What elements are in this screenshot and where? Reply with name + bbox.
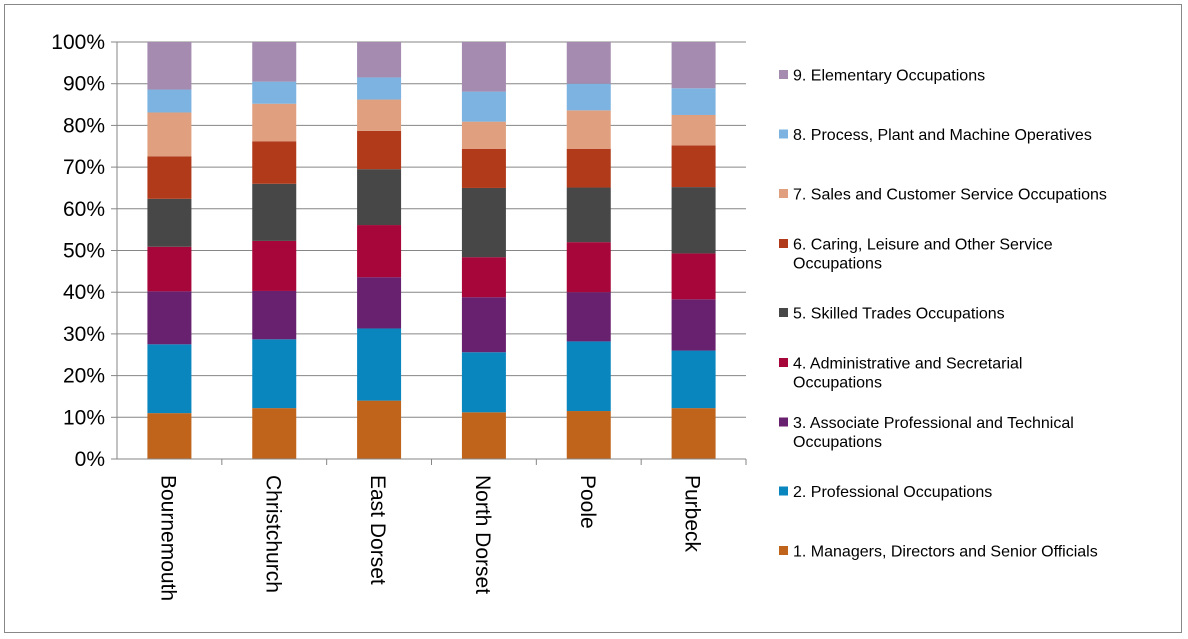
legend-label: 2. Professional Occupations [793, 484, 992, 501]
bar-segment [147, 112, 192, 157]
bar-segment [566, 292, 611, 342]
legend-swatch [779, 239, 788, 248]
x-category-label: Christchurch [261, 475, 284, 593]
bar-segment [461, 91, 506, 122]
legend-label: 9. Elementary Occupations [793, 68, 985, 85]
stacked-bar-chart: 0% 10% 20% 30% 40% 50% 60% 70% 80% 90% 100% Bournem… [51, 31, 1107, 601]
bar-segment [566, 83, 611, 111]
x-category-label: East Dorset [366, 475, 389, 585]
bar-segment [671, 145, 716, 188]
bar-segment [461, 187, 506, 258]
legend-label: 5. Skilled Trades Occupations [793, 306, 1005, 323]
bar-segment [671, 253, 716, 300]
y-tick-label: 30% [63, 323, 105, 346]
y-tick-label: 90% [63, 73, 105, 96]
bar-segment [252, 103, 297, 142]
legend: 9. Elementary Occupations 8. Process, Pla… [779, 68, 1107, 561]
bar-segment [671, 408, 716, 459]
bar-segment [357, 328, 402, 401]
y-tick-label: 20% [63, 365, 105, 388]
bar-segment [252, 141, 297, 184]
bar-segment [252, 42, 297, 82]
bar-segment [461, 352, 506, 413]
bar-segment [671, 114, 716, 146]
bar-segment [566, 110, 611, 149]
axes: 0% 10% 20% 30% 40% 50% 60% 70% 80% 90% 100% Bournem… [51, 31, 747, 601]
bar-segment [252, 408, 297, 459]
legend-swatch [779, 486, 788, 496]
x-category-label: North Dorset [471, 475, 494, 594]
bar-segment [357, 400, 402, 459]
bar-segment [252, 183, 297, 241]
y-tick-label: 60% [63, 198, 105, 221]
bar-segment [147, 89, 192, 113]
bar-segment [357, 99, 402, 131]
bar-segment [671, 299, 716, 351]
bar-segment [357, 225, 402, 278]
legend-swatch [779, 308, 788, 317]
bar-segment [357, 77, 402, 100]
gridlines [117, 41, 746, 418]
bar-segment [671, 187, 716, 254]
bar-segment [147, 198, 192, 247]
y-tick-label: 0% [75, 448, 105, 471]
legend-swatch [779, 129, 788, 139]
bar-segment [566, 148, 611, 188]
bar-segment [252, 339, 297, 409]
legend-label: 3. Associate Professional and Technical O… [793, 415, 1074, 451]
bar-segment [461, 297, 506, 353]
bar-segment [566, 411, 611, 459]
bars [147, 42, 716, 459]
bar-segment [357, 130, 402, 170]
bar-segment [147, 246, 192, 292]
legend-swatch [779, 189, 788, 198]
bar-segment [566, 341, 611, 412]
legend-label: 8. Process, Plant and Machine Operatives [793, 127, 1092, 144]
x-category-label: Purbeck [681, 475, 704, 553]
bar-segment [671, 42, 716, 89]
bar-segment [461, 412, 506, 459]
bar-segment [147, 413, 192, 459]
y-tick-label: 10% [63, 406, 105, 429]
legend-swatch [779, 70, 788, 79]
bar-segment [357, 42, 402, 78]
bar-segment [671, 88, 716, 115]
legend-label: 6. Caring, Leisure and Other Service Occu… [793, 237, 1053, 273]
y-tick-label: 50% [63, 240, 105, 263]
bar-segment [566, 42, 611, 84]
bar-segment [147, 156, 192, 199]
legend-label: 7. Sales and Customer Service Occupation… [793, 187, 1107, 204]
y-tick-label: 80% [63, 114, 105, 137]
bar-segment [566, 242, 611, 293]
bar-segment [357, 169, 402, 226]
y-tick-label: 70% [63, 156, 105, 179]
legend-label: 4. Administrative and Secretarial Occupat… [793, 356, 1022, 392]
bar-segment [252, 240, 297, 291]
x-category-label: Poole [576, 475, 599, 529]
bar-segment [147, 42, 192, 90]
legend-swatch [779, 546, 788, 555]
bar-segment [566, 187, 611, 243]
bar-segment [461, 257, 506, 298]
bar-segment [461, 42, 506, 92]
legend-label: 1. Managers, Directors and Senior Offici… [793, 544, 1098, 561]
bar-segment [147, 291, 192, 345]
y-tick-label: 100% [51, 31, 105, 54]
legend-swatch [779, 358, 788, 367]
bar-segment [357, 277, 402, 329]
chart-frame: 0% 10% 20% 30% 40% 50% 60% 70% 80% 90% 100% Bournem… [4, 4, 1182, 633]
legend-swatch [779, 417, 788, 427]
y-tick-label: 40% [63, 281, 105, 304]
bar-segment [252, 290, 297, 340]
bar-segment [147, 344, 192, 414]
bar-segment [671, 350, 716, 409]
x-category-label: Bournemouth [156, 475, 179, 601]
bar-segment [252, 81, 297, 104]
bar-segment [461, 121, 506, 149]
bar-segment [461, 148, 506, 188]
